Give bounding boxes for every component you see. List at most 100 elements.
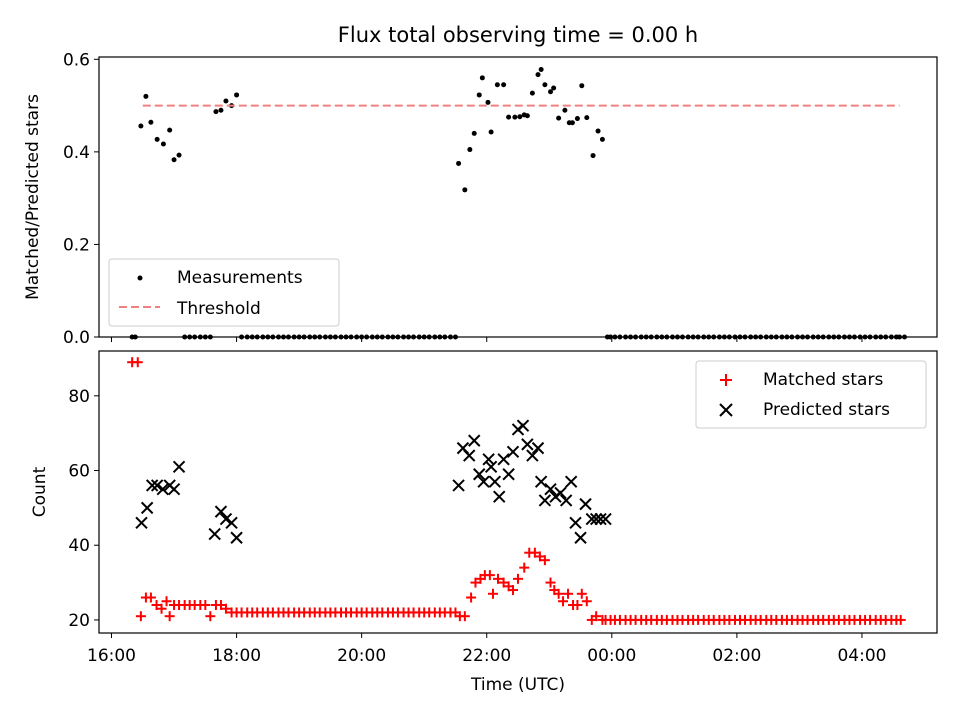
point-predicted-stars: [538, 494, 552, 507]
point-predicted-stars: [531, 441, 545, 455]
point-predicted-stars: [140, 501, 154, 515]
legend-marker-matched-stars: [720, 374, 732, 386]
y-tick-label: 80: [68, 387, 90, 407]
point-matched-stars: [132, 357, 143, 368]
x-axis-label: Time (UTC): [470, 675, 565, 695]
point-matched-stars: [519, 562, 530, 573]
point-measurements: [167, 127, 173, 133]
point-measurements: [494, 82, 500, 88]
point-predicted-stars: [473, 468, 486, 481]
point-predicted-stars: [544, 482, 557, 496]
bottom-legend-box: [695, 360, 927, 429]
point-predicted-stars: [172, 460, 186, 473]
bottom-axes-frame: [98, 350, 938, 634]
point-predicted-stars: [488, 475, 502, 488]
x-tick-label: 02:00: [712, 646, 761, 666]
point-measurements: [512, 114, 518, 120]
y-tick-label: 0.4: [63, 143, 90, 163]
point-measurements: [488, 129, 494, 135]
point-predicted-stars: [167, 482, 181, 496]
point-predicted-stars: [214, 505, 228, 518]
y-tick-label: 0.6: [63, 50, 90, 70]
bottom-y-axis-label: Count: [30, 466, 50, 517]
legend-label-measurements: Measurements: [177, 268, 303, 288]
point-measurements: [154, 136, 160, 142]
point-measurements: [218, 107, 224, 113]
point-matched-stars: [459, 611, 470, 622]
legend-label-matched-stars: Matched stars: [763, 370, 883, 390]
point-matched-stars: [581, 596, 592, 607]
point-measurements: [542, 82, 548, 88]
point-matched-stars: [498, 577, 509, 588]
point-matched-stars: [492, 573, 503, 584]
top-legend-box: [108, 258, 340, 327]
point-matched-stars: [529, 547, 540, 558]
point-predicted-stars: [564, 475, 578, 488]
point-measurements: [143, 93, 149, 99]
point-measurements: [148, 119, 154, 125]
point-measurements: [538, 66, 544, 72]
point-predicted-stars: [230, 531, 243, 544]
point-predicted-stars: [526, 449, 539, 462]
point-predicted-stars: [554, 486, 567, 500]
top-panel: Flux total observing time = 0.00 h 0.00.…: [23, 23, 938, 348]
point-predicted-stars: [534, 475, 548, 488]
point-predicted-stars: [574, 531, 587, 544]
point-predicted-stars: [219, 512, 233, 526]
point-matched-stars: [507, 585, 518, 596]
point-predicted-stars: [208, 527, 221, 541]
point-measurements: [579, 83, 585, 89]
point-matched-stars: [553, 588, 564, 599]
point-measurements: [584, 115, 590, 121]
point-matched-stars: [220, 603, 231, 614]
point-measurements: [556, 115, 562, 121]
point-measurements: [476, 92, 482, 98]
point-predicted-stars: [569, 516, 582, 530]
point-matched-stars: [205, 611, 216, 622]
point-predicted-stars: [506, 445, 520, 459]
legend-marker-measurements: [137, 275, 143, 281]
point-measurements: [138, 123, 144, 129]
bottom-data-marks: [127, 357, 906, 625]
legend-label-predicted-stars: Predicted stars: [763, 400, 890, 420]
x-tick-label: 22:00: [462, 646, 511, 666]
point-predicted-stars: [493, 490, 506, 503]
point-predicted-stars: [502, 468, 515, 481]
point-measurements: [176, 152, 182, 158]
point-predicted-stars: [468, 434, 481, 447]
point-predicted-stars: [589, 512, 603, 526]
point-predicted-stars: [452, 479, 465, 492]
point-measurements: [485, 99, 491, 105]
point-matched-stars: [572, 599, 583, 610]
bottom-legend: Matched stars Predicted stars: [695, 360, 927, 429]
point-matched-stars: [161, 596, 172, 607]
x-tick-label: 16:00: [87, 646, 136, 666]
point-predicted-stars: [579, 497, 592, 511]
point-measurements: [535, 72, 541, 78]
top-legend: Measurements Threshold: [108, 258, 340, 327]
point-measurements: [551, 85, 557, 91]
point-predicted-stars: [497, 453, 510, 466]
point-matched-stars: [466, 592, 477, 603]
point-predicted-stars: [516, 419, 530, 432]
point-measurements: [456, 160, 462, 166]
point-measurements: [562, 107, 568, 113]
top-x-ticks: [111, 337, 863, 342]
bottom-panel: 20 40 60 80 16:00 18:00 20:00 22:00 00:00 02:00 0…: [30, 350, 938, 695]
y-tick-label: 60: [68, 462, 90, 482]
point-measurements: [501, 82, 507, 88]
point-matched-stars: [200, 599, 211, 610]
point-measurements: [471, 130, 477, 136]
point-predicted-stars: [463, 449, 476, 462]
point-measurements: [223, 98, 229, 104]
point-matched-stars: [591, 611, 602, 622]
point-predicted-stars: [594, 512, 607, 526]
point-matched-stars: [156, 603, 167, 614]
point-matched-stars: [563, 588, 574, 599]
point-matched-stars: [513, 573, 523, 584]
point-measurements: [467, 147, 473, 153]
point-predicted-stars: [156, 482, 169, 496]
x-tick-label: 04:00: [837, 646, 886, 666]
point-matched-stars: [135, 611, 146, 622]
